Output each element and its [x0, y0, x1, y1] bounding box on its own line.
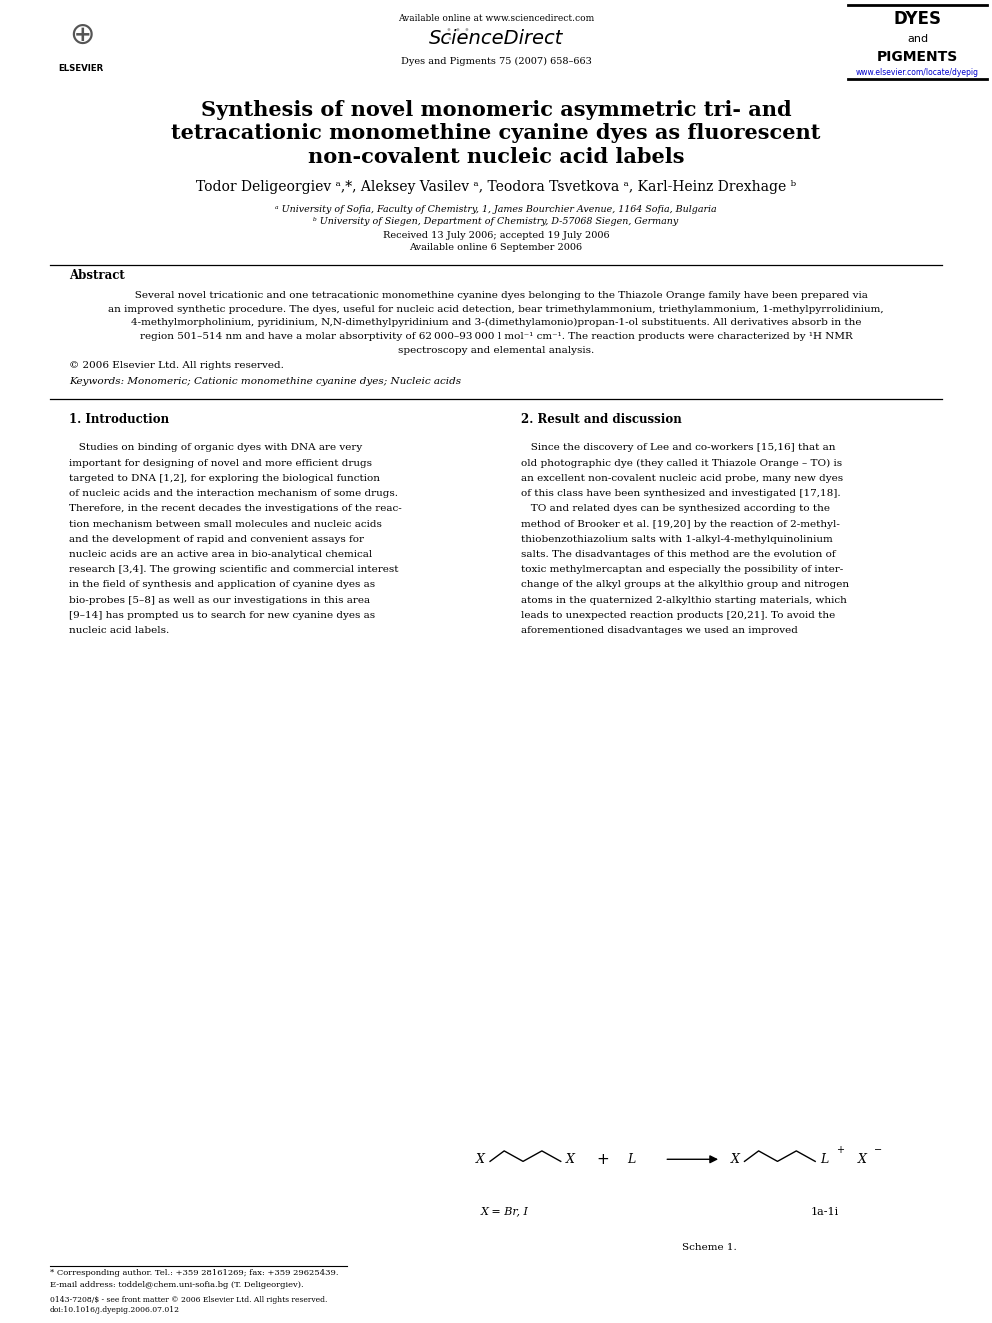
Text: X: X [476, 1152, 485, 1166]
Text: important for designing of novel and more efficient drugs: important for designing of novel and mor… [69, 459, 372, 468]
Text: an excellent non-covalent nucleic acid probe, many new dyes: an excellent non-covalent nucleic acid p… [521, 474, 843, 483]
Text: an improved synthetic procedure. The dyes, useful for nucleic acid detection, be: an improved synthetic procedure. The dye… [108, 304, 884, 314]
Text: Keywords: Monomeric; Cationic monomethine cyanine dyes; Nucleic acids: Keywords: Monomeric; Cationic monomethin… [69, 377, 461, 386]
Text: 1. Introduction: 1. Introduction [69, 413, 170, 426]
Text: Abstract: Abstract [69, 269, 125, 282]
Text: 0143-7208/$ - see front matter © 2006 Elsevier Ltd. All rights reserved.: 0143-7208/$ - see front matter © 2006 El… [50, 1295, 327, 1304]
Text: thiobenzothiazolium salts with 1-alkyl-4-methylquinolinium: thiobenzothiazolium salts with 1-alkyl-4… [521, 534, 832, 544]
Text: E-mail address: toddel@chem.uni-sofia.bg (T. Deligeorgiev).: E-mail address: toddel@chem.uni-sofia.bg… [50, 1281, 304, 1290]
Text: Studies on binding of organic dyes with DNA are very: Studies on binding of organic dyes with … [69, 443, 363, 452]
Text: Scheme 1.: Scheme 1. [682, 1244, 737, 1253]
Text: X: X [731, 1152, 739, 1166]
Text: old photographic dye (they called it Thiazole Orange – TO) is: old photographic dye (they called it Thi… [521, 459, 842, 468]
Text: Several novel tricationic and one tetracationic monomethine cyanine dyes belongi: Several novel tricationic and one tetrac… [125, 291, 867, 300]
Text: Dyes and Pigments 75 (2007) 658–663: Dyes and Pigments 75 (2007) 658–663 [401, 57, 591, 66]
Text: nucleic acids are an active area in bio-analytical chemical: nucleic acids are an active area in bio-… [69, 550, 373, 560]
Text: atoms in the quaternized 2-alkylthio starting materials, which: atoms in the quaternized 2-alkylthio sta… [521, 595, 847, 605]
Text: +: + [836, 1144, 844, 1155]
Text: Since the discovery of Lee and co-workers [15,16] that an: Since the discovery of Lee and co-worker… [521, 443, 835, 452]
Text: region 501–514 nm and have a molar absorptivity of 62 000–93 000 l mol⁻¹ cm⁻¹. T: region 501–514 nm and have a molar absor… [140, 332, 852, 341]
Text: DYES: DYES [894, 9, 941, 28]
Text: [9–14] has prompted us to search for new cyanine dyes as: [9–14] has prompted us to search for new… [69, 611, 376, 620]
Text: spectroscopy and elemental analysis.: spectroscopy and elemental analysis. [398, 347, 594, 356]
Text: 4-methylmorpholinium, pyridinium, N,N-dimethylpyridinium and 3-(dimethylamonio)p: 4-methylmorpholinium, pyridinium, N,N-di… [131, 319, 861, 328]
Text: * Corresponding author. Tel.: +359 28161269; fax: +359 29625439.: * Corresponding author. Tel.: +359 28161… [50, 1269, 338, 1278]
Text: ELSEVIER: ELSEVIER [59, 65, 104, 74]
Text: change of the alkyl groups at the alkylthio group and nitrogen: change of the alkyl groups at the alkylt… [521, 581, 849, 590]
Text: doi:10.1016/j.dyepig.2006.07.012: doi:10.1016/j.dyepig.2006.07.012 [50, 1306, 180, 1315]
Text: salts. The disadvantages of this method are the evolution of: salts. The disadvantages of this method … [521, 550, 835, 560]
Text: tetracationic monomethine cyanine dyes as fluorescent: tetracationic monomethine cyanine dyes a… [172, 123, 820, 143]
Text: X = Br, I: X = Br, I [480, 1207, 529, 1217]
Text: ᵃ University of Sofia, Faculty of Chemistry, 1, James Bourchier Avenue, 1164 Sof: ᵃ University of Sofia, Faculty of Chemis… [275, 205, 717, 214]
Text: • •: • • [447, 34, 461, 45]
Text: non-covalent nucleic acid labels: non-covalent nucleic acid labels [308, 147, 684, 167]
Text: ⊕: ⊕ [69, 21, 94, 50]
Text: research [3,4]. The growing scientific and commercial interest: research [3,4]. The growing scientific a… [69, 565, 399, 574]
Text: X: X [565, 1152, 574, 1166]
Text: Synthesis of novel monomeric asymmetric tri- and: Synthesis of novel monomeric asymmetric … [200, 101, 792, 120]
Text: −: − [874, 1144, 882, 1155]
Text: • • •: • • • [446, 25, 470, 36]
Text: Received 13 July 2006; accepted 19 July 2006: Received 13 July 2006; accepted 19 July … [383, 232, 609, 241]
Text: in the field of synthesis and application of cyanine dyes as: in the field of synthesis and applicatio… [69, 581, 376, 590]
Text: +: + [597, 1152, 609, 1167]
Text: leads to unexpected reaction products [20,21]. To avoid the: leads to unexpected reaction products [2… [521, 611, 835, 620]
Text: aforementioned disadvantages we used an improved: aforementioned disadvantages we used an … [521, 626, 798, 635]
Text: TO and related dyes can be synthesized according to the: TO and related dyes can be synthesized a… [521, 504, 829, 513]
Text: © 2006 Elsevier Ltd. All rights reserved.: © 2006 Elsevier Ltd. All rights reserved… [69, 361, 285, 370]
Text: L: L [627, 1152, 636, 1166]
Text: L: L [820, 1152, 828, 1166]
Text: and the development of rapid and convenient assays for: and the development of rapid and conveni… [69, 534, 364, 544]
Text: tion mechanism between small molecules and nucleic acids: tion mechanism between small molecules a… [69, 520, 382, 529]
Text: www.elsevier.com/locate/dyepig: www.elsevier.com/locate/dyepig [856, 69, 979, 78]
Text: nucleic acid labels.: nucleic acid labels. [69, 626, 170, 635]
Text: Todor Deligeorgiev ᵃ,*, Aleksey Vasilev ᵃ, Teodora Tsvetkova ᵃ, Karl-Heinz Drexh: Todor Deligeorgiev ᵃ,*, Aleksey Vasilev … [196, 180, 796, 193]
Text: Available online 6 September 2006: Available online 6 September 2006 [410, 243, 582, 253]
Text: X: X [858, 1152, 867, 1166]
Text: method of Brooker et al. [19,20] by the reaction of 2-methyl-: method of Brooker et al. [19,20] by the … [521, 520, 839, 529]
Text: 1a-1i: 1a-1i [810, 1207, 838, 1217]
Text: ScienceDirect: ScienceDirect [429, 29, 563, 48]
Text: ᵇ University of Siegen, Department of Chemistry, D-57068 Siegen, Germany: ᵇ University of Siegen, Department of Ch… [313, 217, 679, 226]
Text: of this class have been synthesized and investigated [17,18].: of this class have been synthesized and … [521, 490, 840, 499]
Text: targeted to DNA [1,2], for exploring the biological function: targeted to DNA [1,2], for exploring the… [69, 474, 381, 483]
Text: Therefore, in the recent decades the investigations of the reac-: Therefore, in the recent decades the inv… [69, 504, 402, 513]
Text: toxic methylmercaptan and especially the possibility of inter-: toxic methylmercaptan and especially the… [521, 565, 843, 574]
Text: 2. Result and discussion: 2. Result and discussion [521, 413, 682, 426]
Text: PIGMENTS: PIGMENTS [877, 50, 958, 64]
Text: Available online at www.sciencedirect.com: Available online at www.sciencedirect.co… [398, 15, 594, 24]
Text: of nucleic acids and the interaction mechanism of some drugs.: of nucleic acids and the interaction mec… [69, 490, 399, 499]
Text: and: and [907, 34, 929, 45]
Text: bio-probes [5–8] as well as our investigations in this area: bio-probes [5–8] as well as our investig… [69, 595, 371, 605]
